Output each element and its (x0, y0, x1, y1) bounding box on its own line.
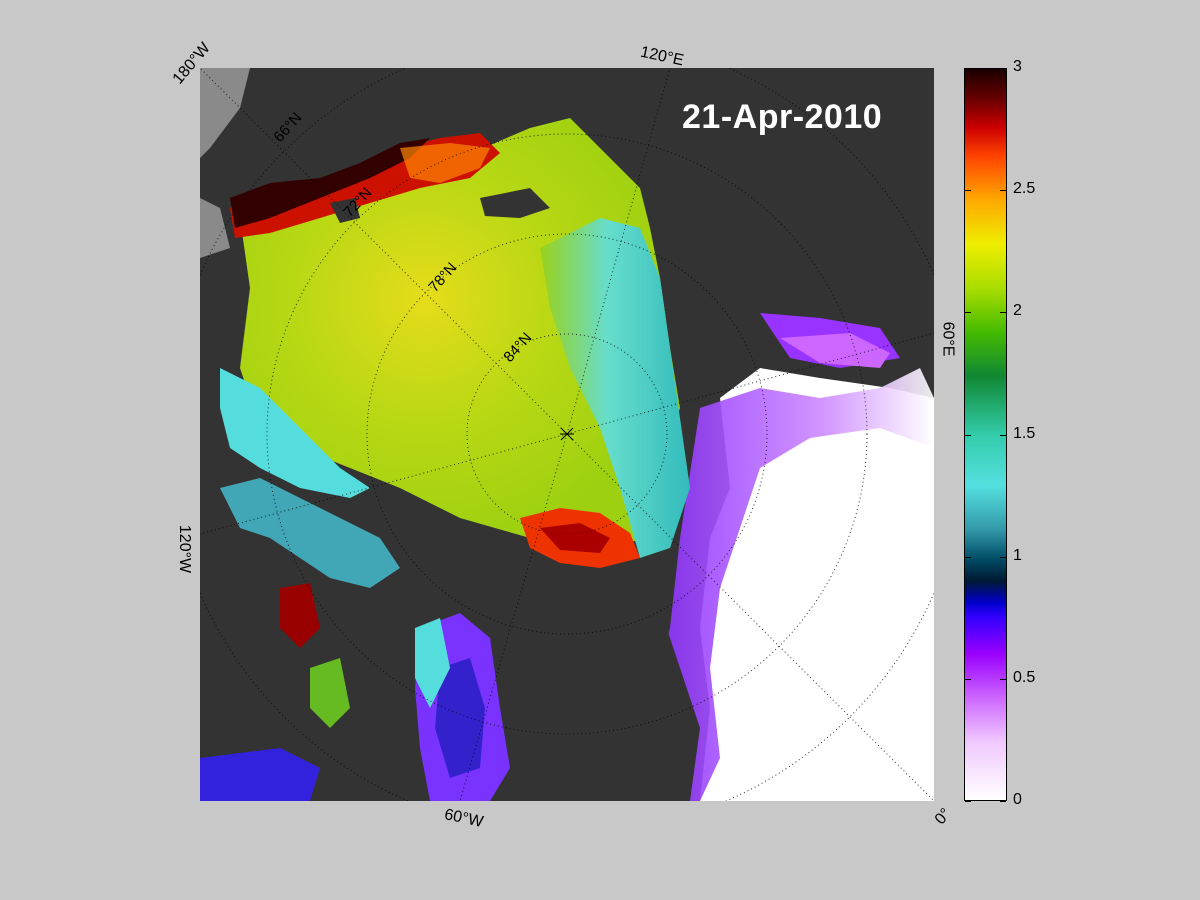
colorbar-tick-mark (965, 312, 971, 314)
colorbar-tick-mark (965, 556, 971, 558)
ice-margin-barents-inner (780, 333, 890, 368)
ice-cyan-west (220, 368, 370, 498)
open-water-norway (820, 588, 934, 688)
sea-ice-map: 66°N 72°N 78°N 84°N (200, 68, 934, 801)
colorbar-tick-label: 2 (1013, 302, 1022, 320)
colorbar-tick-mark (1000, 312, 1006, 314)
colorbar-tick-mark (1000, 801, 1006, 802)
polar-map-svg: 66°N 72°N 78°N 84°N (200, 68, 934, 801)
lat-circle-84 (466, 333, 668, 535)
colorbar-tick-label: 1 (1013, 546, 1022, 564)
lon-label-60e: 60°E (939, 321, 957, 357)
meridian-120e (566, 68, 671, 435)
colorbar-tick-label: 0 (1013, 791, 1022, 808)
lon-label-120e: 120°E (638, 43, 686, 70)
meridian-120w (200, 433, 568, 535)
land-gray-west (200, 198, 230, 258)
ice-baffin-west (415, 618, 450, 708)
lat-circle-72 (266, 133, 868, 735)
ice-cyan-band (540, 218, 690, 558)
open-water-atlantic (700, 368, 934, 801)
colorbar-tick-mark (1000, 556, 1006, 558)
island-2 (480, 188, 550, 218)
lon-label-120w: 120°W (176, 524, 194, 574)
ice-archipelago-thick (280, 583, 320, 648)
colorbar-tick-label: 1.5 (1013, 424, 1036, 442)
lon-label-0: 0° (931, 805, 955, 829)
colorbar-tick-mark (965, 801, 971, 802)
ice-pack-central (240, 118, 680, 548)
colorbar-tick-mark (1000, 190, 1006, 192)
meridian-0 (566, 433, 934, 801)
ice-hudson (200, 748, 320, 801)
colorbar-tick-mark (965, 678, 971, 680)
ice-baffin-core (435, 658, 485, 778)
colorbar-tick-label: 3 (1013, 58, 1022, 75)
colorbar-tick-mark (965, 434, 971, 436)
land-greenland (490, 568, 700, 801)
lon-label-60w: 60°W (442, 806, 485, 831)
colorbar (964, 68, 1007, 801)
thick-ice-orange (400, 143, 490, 183)
graticule (200, 68, 934, 801)
colorbar-tick-label: 0.5 (1013, 668, 1036, 686)
colorbar-tick-mark (1000, 68, 1006, 69)
date-title: 21-Apr-2010 (682, 98, 883, 136)
north-pole-marker (560, 427, 574, 441)
colorbar-tick-mark (1000, 678, 1006, 680)
thickest-ice-band (230, 138, 430, 228)
colorbar-tick-label: 2.5 (1013, 180, 1036, 198)
lat-circle-78 (366, 233, 768, 635)
island-svalbard (670, 258, 720, 308)
island-1 (330, 198, 360, 223)
ice-margin-east (650, 368, 934, 801)
colorbar-tick-mark (965, 68, 971, 69)
thickest-ice-greenland (540, 523, 610, 553)
colorbar-tick-mark (965, 190, 971, 192)
ice-archipelago-green (310, 658, 350, 728)
colorbar-tick-mark (1000, 434, 1006, 436)
land-gray-alaska (200, 68, 250, 158)
ice-archipelago (220, 478, 400, 588)
